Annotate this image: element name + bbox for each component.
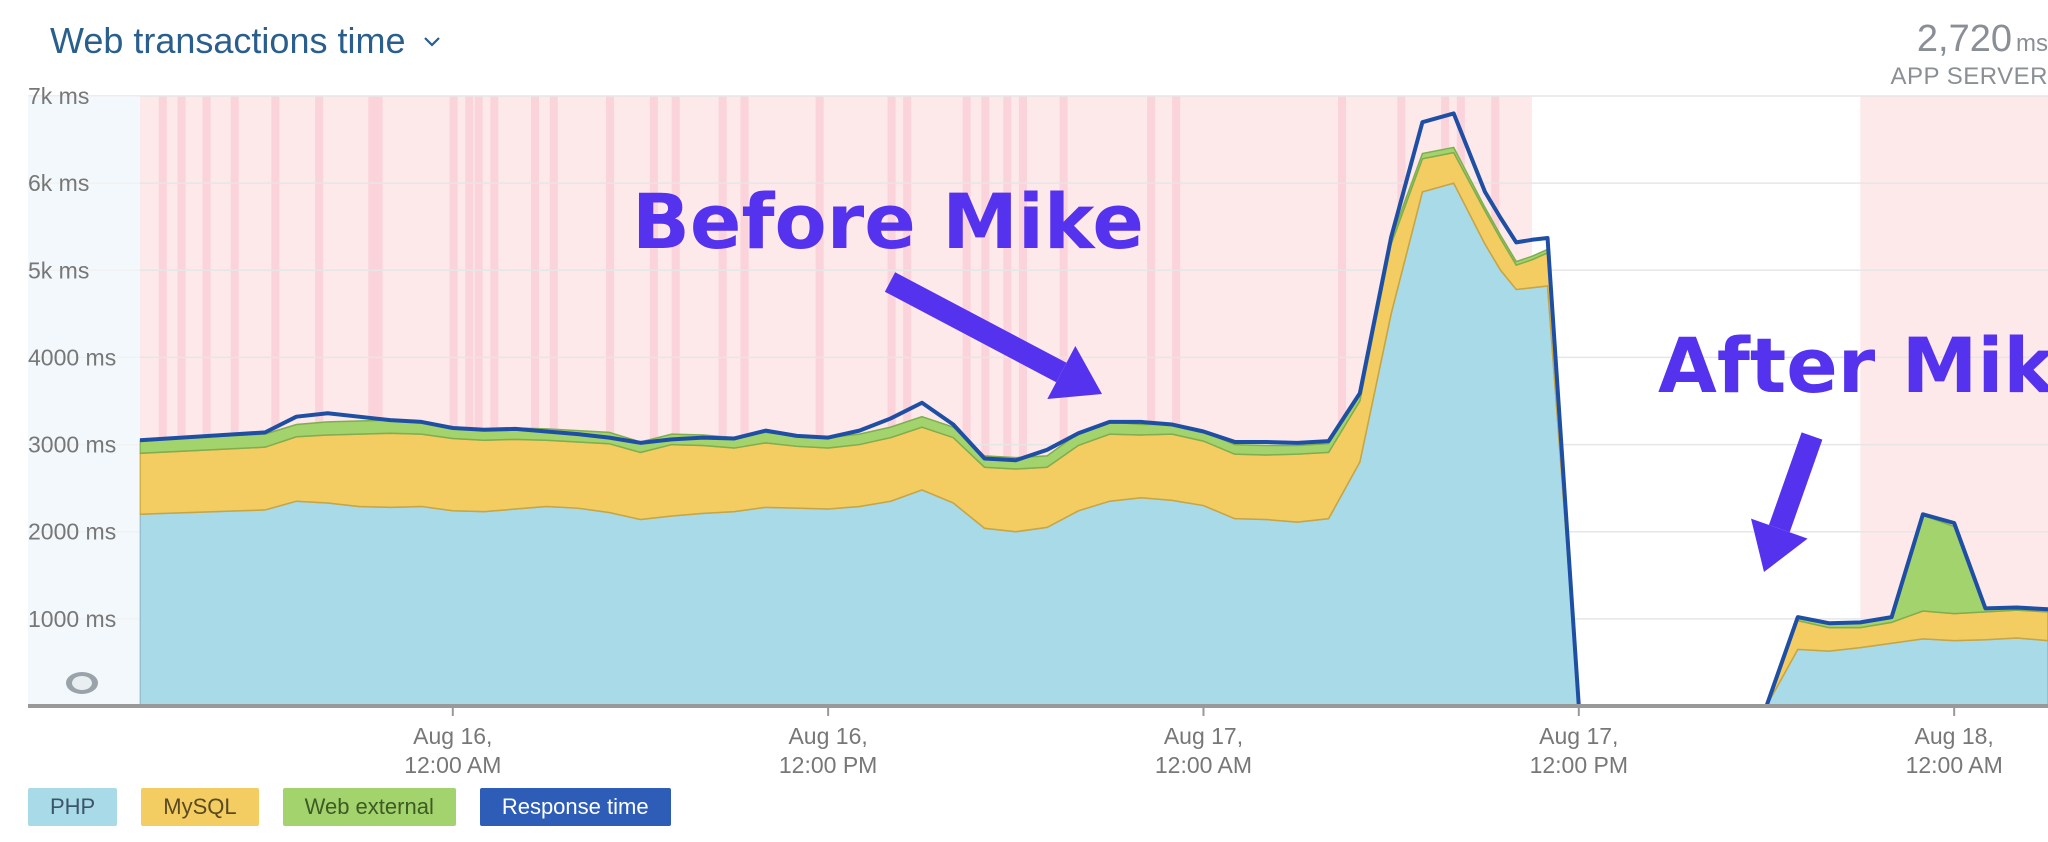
summary-panel: 2,720 ms APP SERVER (1748, 18, 2048, 91)
band-stripe-14 (606, 96, 615, 706)
chart-title: Web transactions time (50, 20, 406, 61)
summary-value: 2,720 (1916, 18, 2012, 60)
chevron-down-icon (424, 37, 441, 47)
band-stripe-28 (1172, 96, 1181, 706)
annotation-after-arrow-head (1751, 518, 1808, 572)
annotation-before-arrow-head (1047, 345, 1102, 400)
band-stripe-22 (962, 96, 971, 706)
y-tick-label-2: 3000 ms (28, 432, 116, 458)
summary-unit: ms (2016, 30, 2048, 57)
axes: 1000 ms 2000 ms 3000 ms 4000 ms 5k ms 6k ms 7k… (28, 83, 2048, 778)
x-tick-label-2-line1: Aug 17, (1164, 723, 1243, 749)
band-stripe-9 (465, 96, 474, 706)
left-fade (28, 96, 140, 706)
band-stripe-15 (649, 96, 658, 706)
x-tick-label-1-line1: Aug 16, (788, 723, 867, 749)
band-stripe-16 (671, 96, 680, 706)
legend-label: Response time (501, 794, 649, 819)
x-tick-label-0-line2: 12:00 AM (404, 752, 501, 778)
band-stripe-2 (202, 96, 211, 706)
band-stripe-1 (177, 96, 186, 706)
legend-item-mysql[interactable]: MySQL (141, 788, 259, 826)
legend-label: MySQL (163, 794, 237, 819)
band-stripe-4 (271, 96, 280, 706)
band-stripe-29 (1337, 96, 1346, 706)
band-stripe-3 (230, 96, 239, 706)
annotation-after-arrow-shaft (1768, 432, 1823, 533)
band-stripe-23 (981, 96, 990, 706)
band-stripe-25 (1018, 96, 1027, 706)
band-stripe-8 (449, 96, 458, 706)
y-tick-label-1: 2000 ms (28, 519, 116, 545)
annotation-after: After Mike (1658, 321, 2048, 410)
x-tick-label-4-line2: 12:00 AM (1906, 752, 2003, 778)
band-stripe-0 (158, 96, 167, 706)
x-tick-label-3-line1: Aug 17, (1539, 723, 1618, 749)
stacked-areas (28, 96, 2048, 707)
incident-bands (28, 96, 2048, 706)
chart-title-dropdown[interactable]: Web transactions time (50, 20, 441, 62)
band-stripe-11 (490, 96, 499, 706)
band-stripe-10 (474, 96, 483, 706)
band-stripe-6 (368, 96, 377, 706)
band-stripe-17 (718, 96, 727, 706)
band-stripe-27 (1147, 96, 1156, 706)
band-stripe-26 (1059, 96, 1068, 706)
x-tick-label-2-line2: 12:00 AM (1155, 752, 1252, 778)
legend-item-php[interactable]: PHP (28, 788, 118, 826)
band-stripe-20 (887, 96, 896, 706)
y-tick-label-3: 4000 ms (28, 344, 116, 370)
band-stripe-5 (315, 96, 324, 706)
x-tick-label-3-line2: 12:00 PM (1530, 752, 1628, 778)
x-tick-label-1-line2: 12:00 PM (779, 752, 877, 778)
band-stripe-18 (740, 96, 749, 706)
band-stripe-13 (549, 96, 558, 706)
band-stripe-19 (815, 96, 824, 706)
y-tick-label-4: 5k ms (28, 257, 89, 283)
legend-label: PHP (50, 794, 96, 819)
legend: PHP MySQL Web external Response time (28, 788, 671, 826)
annotation-before: Before Mike (632, 177, 1144, 266)
summary-label: APP SERVER (1890, 63, 2048, 90)
band-stripe-7 (374, 96, 383, 706)
band-stripe-24 (1003, 96, 1012, 706)
annotations: Before Mike After Mike (632, 177, 2048, 572)
x-tick-label-0-line1: Aug 16, (413, 723, 492, 749)
eye-icon (66, 672, 98, 694)
y-tick-label-0: 1000 ms (28, 606, 116, 632)
annotation-before-arrow-shaft (884, 272, 1067, 383)
legend-item-web-external[interactable]: Web external (282, 788, 456, 826)
y-tick-label-6: 7k ms (28, 83, 89, 109)
legend-label: Web external (304, 794, 434, 819)
band-stripe-21 (903, 96, 912, 706)
band-left (28, 96, 140, 706)
legend-item-response-time[interactable]: Response time (479, 788, 671, 826)
band-stripe-12 (530, 96, 539, 706)
y-tick-label-5: 6k ms (28, 170, 89, 196)
x-tick-label-4-line1: Aug 18, (1915, 723, 1994, 749)
